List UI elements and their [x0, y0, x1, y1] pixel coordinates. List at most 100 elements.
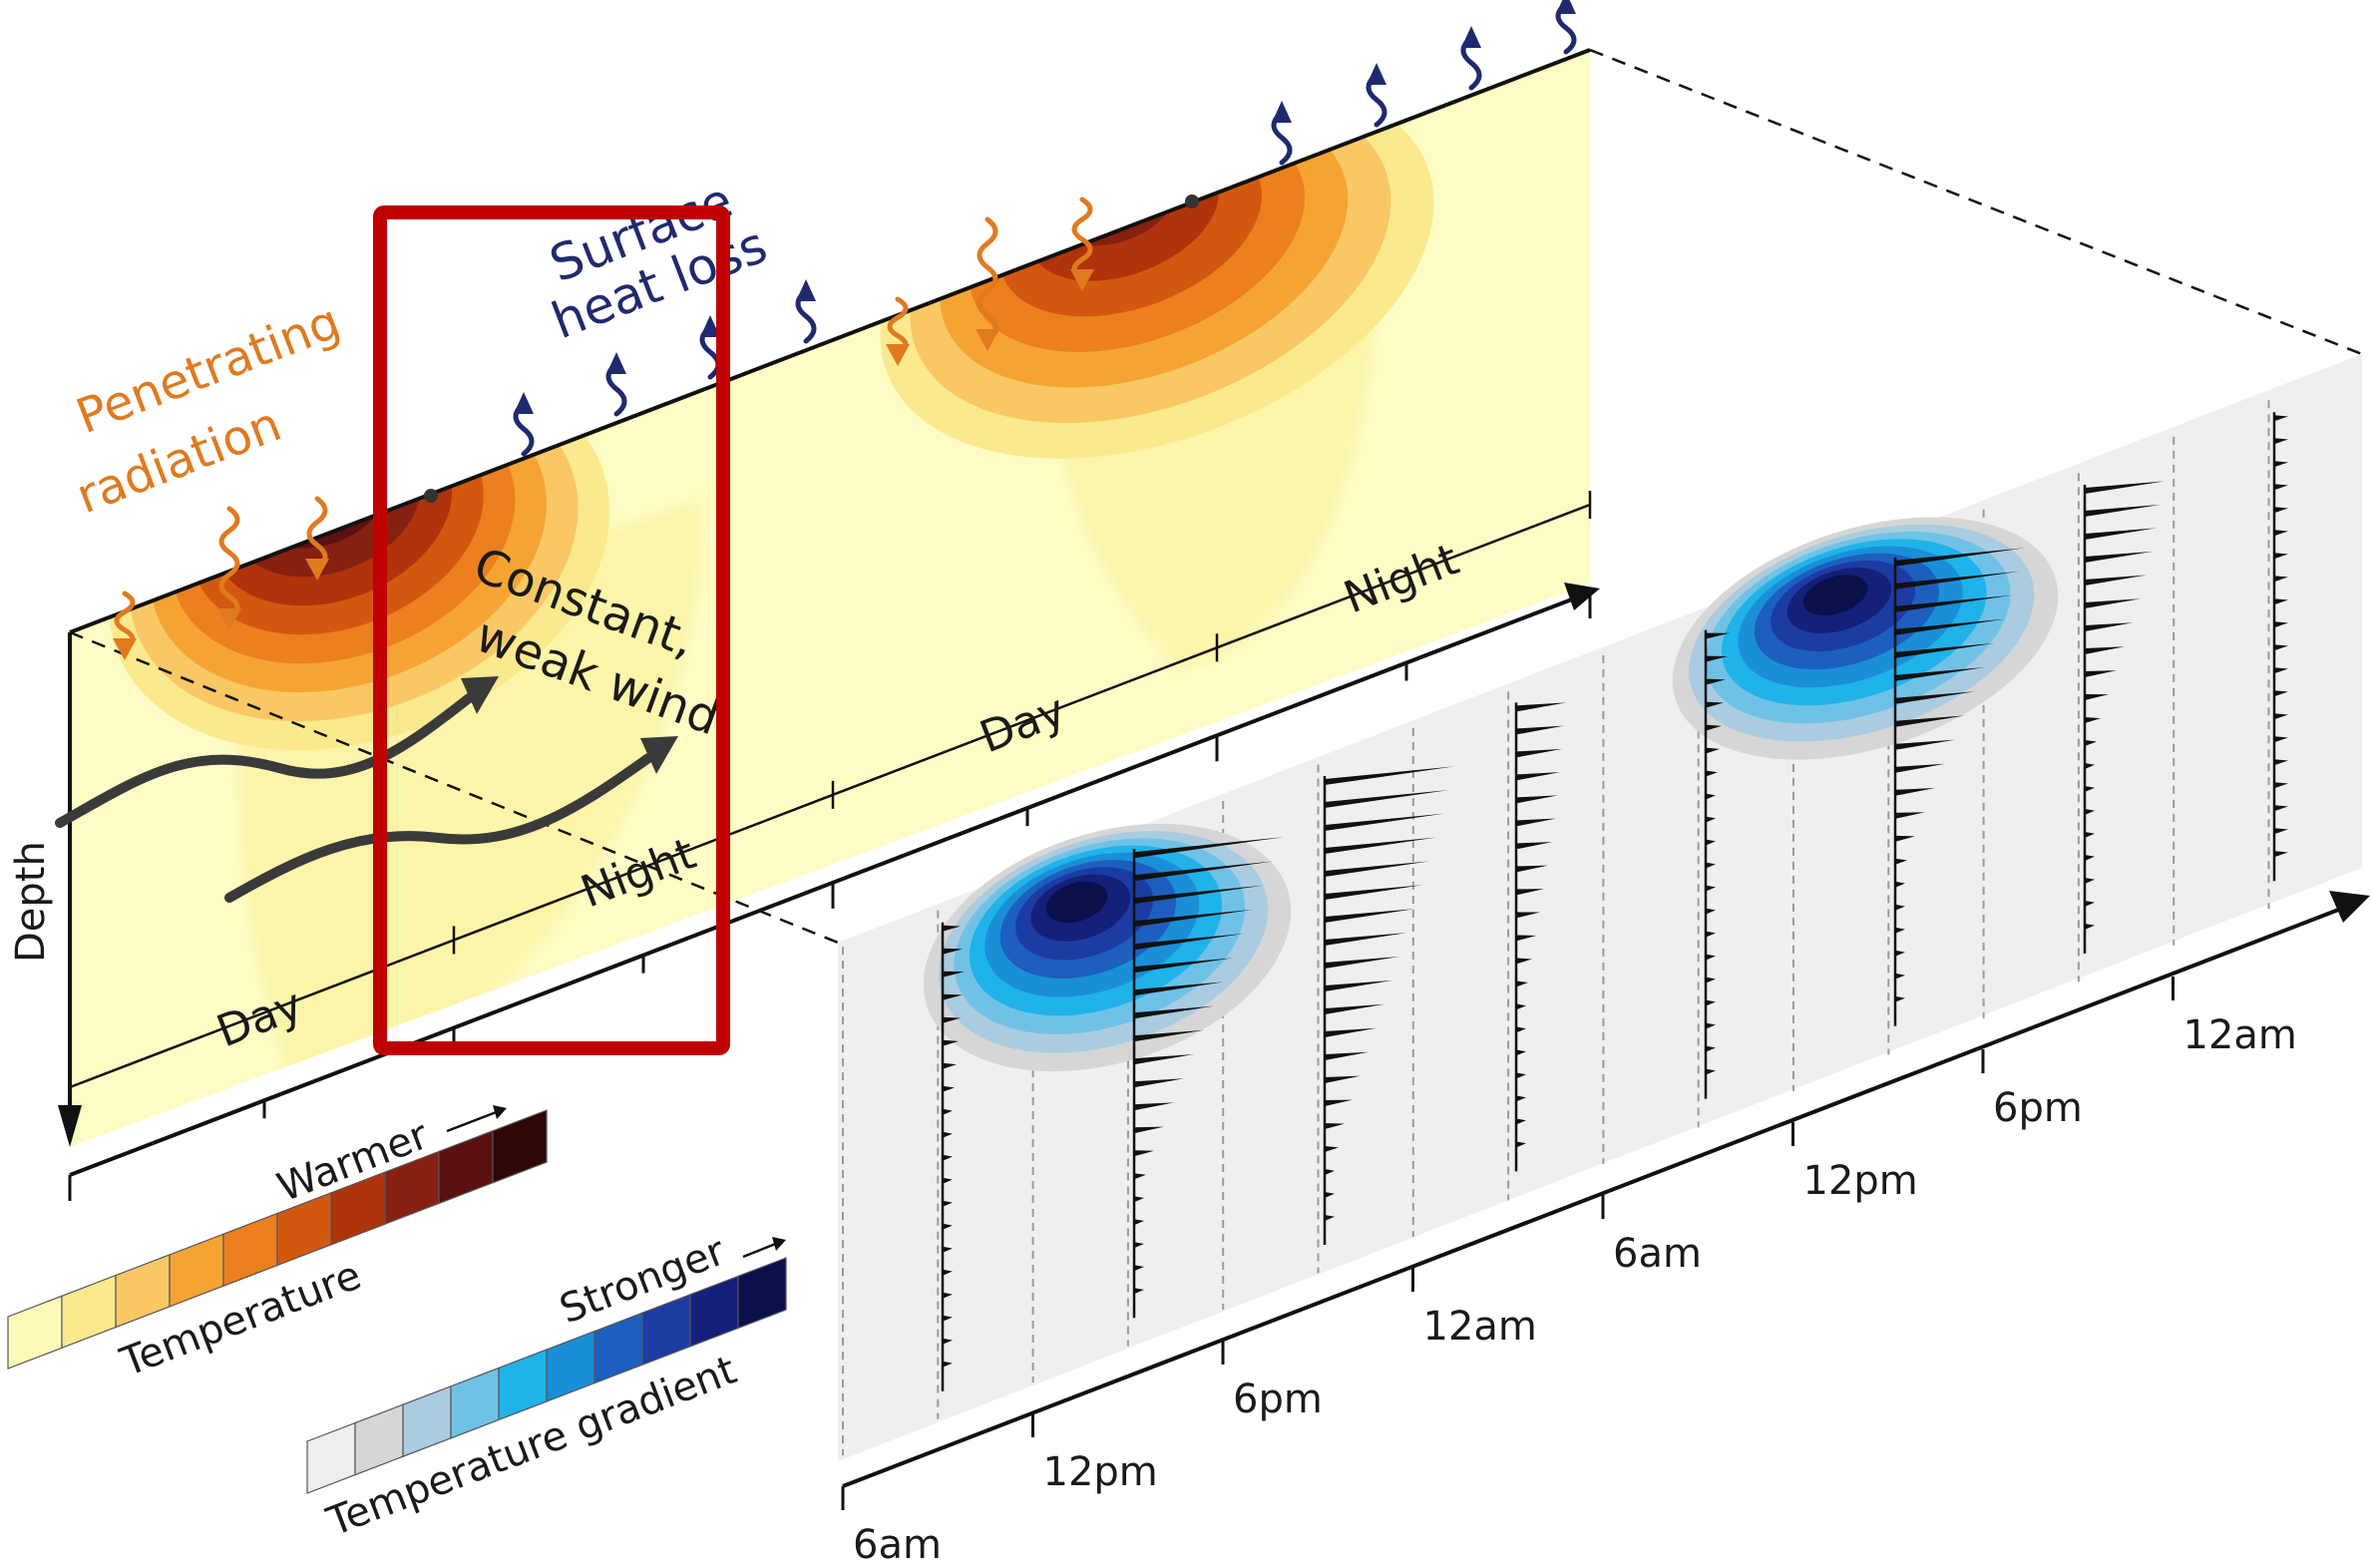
day-night-bracket — [453, 793, 834, 942]
gradient-blob-1-ring — [1045, 881, 1108, 924]
wind-profile-wedge — [943, 925, 961, 932]
wind-profile — [941, 922, 965, 1391]
highlight-box — [373, 205, 730, 1055]
stronger-arrow — [742, 1241, 779, 1259]
wind-profile-wedge — [1516, 1072, 1526, 1079]
wind-profile-wedge — [2274, 461, 2288, 468]
wind-profile-wedge — [2085, 809, 2095, 815]
gradient-blobs — [923, 517, 2059, 1072]
wind-profile-wedge — [1134, 1126, 1164, 1134]
wind-profile-wedge — [2085, 878, 2095, 884]
radiation-and-heat-loss-arrows — [113, 0, 1577, 660]
wind-profile-wedge — [1895, 642, 1995, 658]
radiation-arrow — [886, 296, 910, 366]
gradient-blob-2-ring — [1802, 575, 1868, 615]
wind-profile-wedge — [1516, 935, 1536, 942]
wind-profile-wedge — [2085, 740, 2097, 746]
heat-loss-arrow — [1460, 26, 1482, 91]
wind-profile-wedge — [1706, 908, 1716, 915]
wind-profile — [1132, 837, 1284, 1319]
wind-profile-wedge — [2085, 646, 2125, 654]
wind-arrows — [55, 676, 678, 903]
wind-profile-wedge — [943, 1131, 953, 1138]
wind-profile-wedge — [1516, 725, 1564, 735]
wind-profile-wedge — [2274, 415, 2288, 422]
wind-profile-wedge — [1325, 789, 1449, 808]
wind-profile-wedge — [943, 1269, 953, 1276]
temperature-legend-swatches — [7, 1109, 548, 1370]
wind-profile-wedge — [943, 1315, 953, 1322]
wind-profile — [1514, 702, 1566, 1172]
wind-profile-wedge — [1895, 788, 1935, 796]
gradient-blob-1 — [923, 823, 1292, 1072]
wind-profile-wedge — [1706, 1022, 1716, 1029]
wind-profile-wedge — [1706, 1045, 1716, 1052]
wind-profile-wedge — [2085, 622, 2133, 631]
wind-profile-wedge — [1325, 933, 1406, 946]
wind-profile-wedge — [1134, 885, 1264, 905]
heat-loss-arrow — [1366, 63, 1387, 128]
gradient-swatch — [641, 1293, 691, 1367]
wind-profile-wedge — [1516, 818, 1556, 827]
wind-profile-wedge — [2274, 530, 2288, 537]
wind-profile-wedge — [1706, 793, 1716, 800]
time-axis-line — [842, 902, 2355, 1488]
wind-profile-wedge — [1134, 837, 1284, 859]
temperature-swatch — [7, 1295, 63, 1370]
wind-profile-wedge — [1895, 667, 1985, 681]
gradient-swatch — [450, 1367, 500, 1439]
wind-arrow-upper — [55, 693, 474, 828]
wind-profile-wedge — [1516, 1026, 1526, 1033]
wind-profile-wedge — [1134, 1288, 1144, 1295]
wind-profile-wedge — [1134, 958, 1234, 974]
gradient-swatch — [737, 1257, 787, 1330]
peak-dot-2 — [1185, 195, 1199, 208]
day-night-bracket — [832, 646, 1218, 797]
wind-profile-wedge — [1516, 772, 1560, 781]
gradient-swatch — [354, 1403, 404, 1476]
wind-profile-wedge — [2274, 553, 2288, 560]
wind-profile-wedge — [2274, 851, 2288, 858]
heat-loss-arrow — [795, 279, 817, 344]
wind-profile-wedge — [1134, 1102, 1174, 1111]
wind-profile-wedge — [1895, 950, 1905, 957]
wind-profile-wedge — [2274, 782, 2288, 789]
temperature-legend: Temperature Warmer — [7, 1105, 548, 1386]
wind-profile-wedge — [943, 1223, 953, 1230]
wind-profile-wedge — [1134, 1005, 1214, 1019]
time-axis-arrow — [2329, 891, 2370, 923]
day-night-bracket — [1216, 503, 1591, 649]
wind-profile-wedge — [1895, 739, 1955, 750]
peak-dot-1 — [424, 489, 438, 503]
wind-profile-wedge — [1516, 1049, 1526, 1056]
wind-profile-wedge — [943, 1177, 953, 1184]
temperature-swatch — [222, 1212, 278, 1288]
wind-profile-wedge — [1134, 1265, 1144, 1272]
perspective-dash-right — [1589, 48, 2363, 356]
wind-profile-wedge — [1706, 931, 1716, 938]
gradient-blob-2 — [1672, 517, 2059, 760]
wind-profile-wedge — [943, 1200, 953, 1207]
wind-profile-wedge — [1325, 1191, 1335, 1198]
heat-loss-arrow — [513, 392, 535, 457]
wind-profile-wedge — [2085, 855, 2095, 861]
wind-profile-wedge — [943, 1062, 957, 1069]
wind-profile-wedge — [943, 1338, 953, 1345]
depth-axis-arrow — [58, 1105, 82, 1147]
surface-line — [69, 48, 1591, 634]
wind-profile-wedge — [943, 1154, 953, 1161]
wind-profile-wedge — [1895, 691, 1975, 704]
wind-profile-wedge — [1325, 837, 1436, 854]
wind-arrow-lower — [224, 753, 653, 903]
wind-profile-wedge — [1895, 548, 2025, 567]
wind-profile-wedge — [2085, 901, 2095, 907]
wind-profile-wedge — [1895, 715, 1965, 727]
wind-profile-wedge — [943, 993, 963, 1000]
wind-profile-wedge — [1325, 766, 1454, 785]
wind-profile-wedge — [1706, 1068, 1716, 1075]
time-tick-label: 12am — [2183, 1012, 2297, 1058]
wind-profile-wedge — [1706, 724, 1722, 731]
wind-profile-wedge — [1134, 981, 1224, 996]
wind-profile-wedge — [1516, 1003, 1526, 1010]
time-tick-label: 6pm — [1233, 1376, 1323, 1422]
